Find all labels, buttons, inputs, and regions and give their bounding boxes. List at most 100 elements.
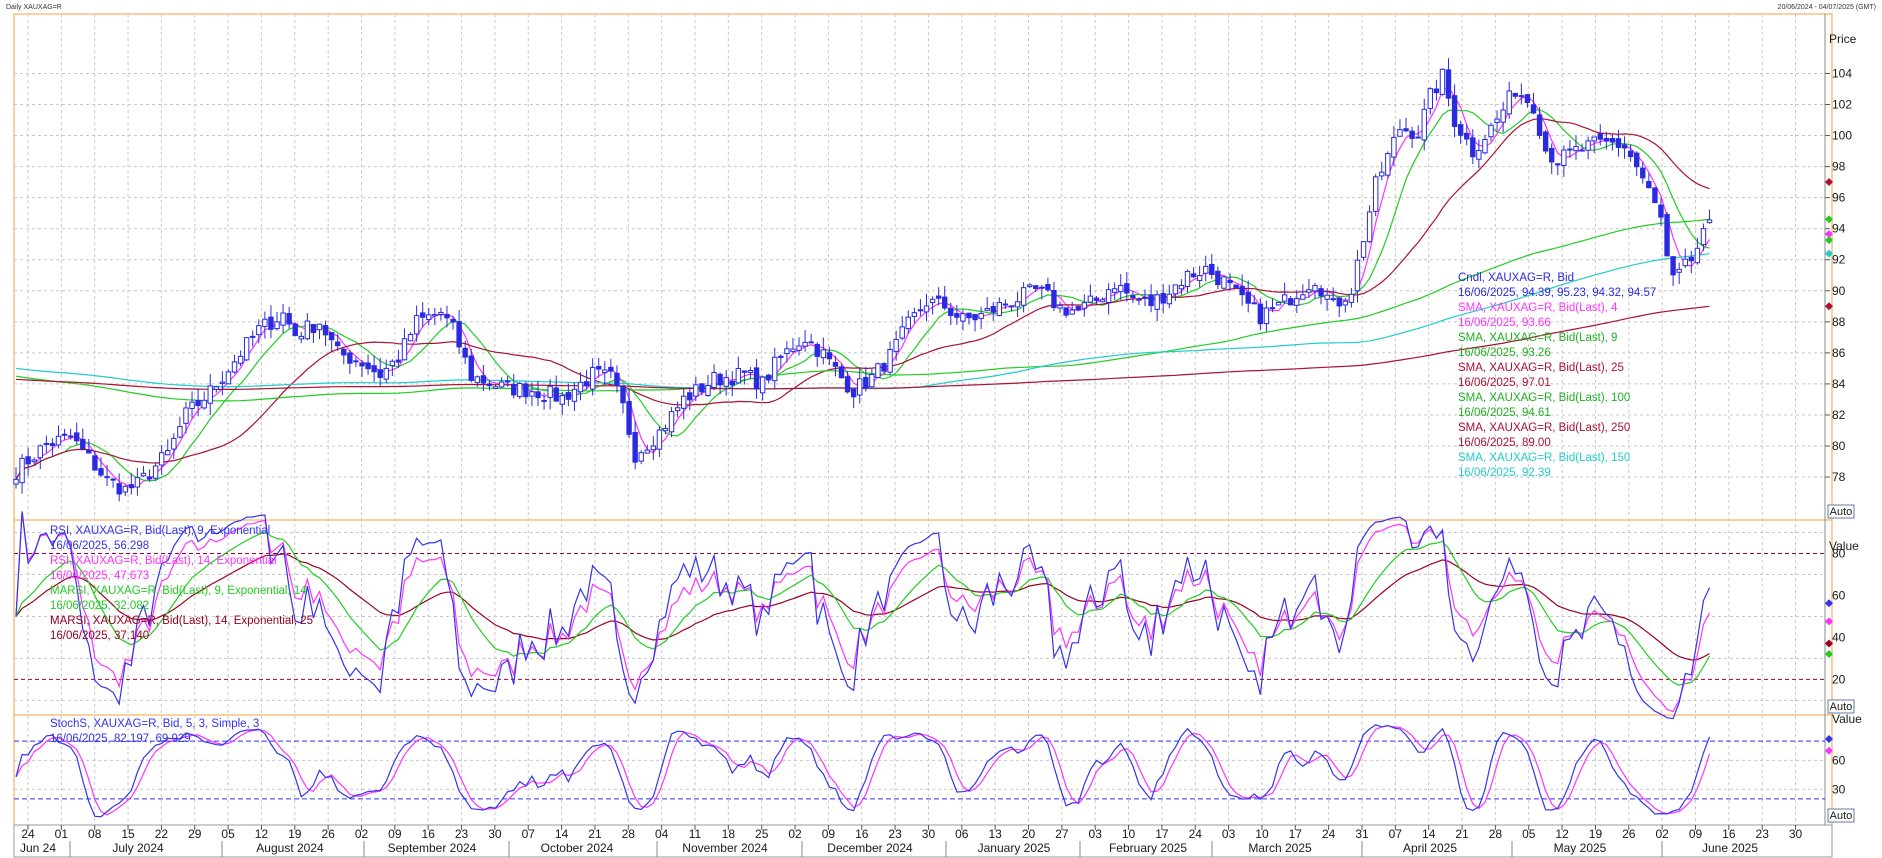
x-day-label: 25 bbox=[755, 827, 769, 841]
x-month-label: June 2025 bbox=[1702, 841, 1758, 855]
candle-body bbox=[911, 312, 918, 317]
x-day-label: 09 bbox=[388, 827, 402, 841]
candle-body bbox=[802, 341, 808, 347]
price-tick-label: 80 bbox=[1832, 439, 1846, 453]
candle-body bbox=[383, 367, 389, 380]
price-legend: Cndl, XAUXAG=R, Bid 16/06/2025, 94.39, 9… bbox=[1458, 272, 1656, 479]
candle-body bbox=[1451, 95, 1458, 127]
candle-body bbox=[1057, 304, 1063, 309]
candle-body bbox=[869, 374, 875, 388]
candle-body bbox=[1306, 289, 1312, 293]
candle-body bbox=[1464, 132, 1470, 140]
candle-body bbox=[626, 401, 632, 435]
legend-sma9-title: SMA, XAUXAG=R, Bid(Last), 9 bbox=[1458, 332, 1617, 344]
candle-body bbox=[1275, 301, 1282, 306]
candle-body bbox=[1427, 88, 1434, 109]
candle-body bbox=[1063, 307, 1069, 316]
candle-body bbox=[456, 321, 462, 348]
candle-body bbox=[201, 399, 207, 409]
candle-body bbox=[335, 341, 341, 347]
candle-body bbox=[984, 308, 990, 311]
candle-body bbox=[735, 367, 742, 384]
x-day-label: 09 bbox=[1689, 827, 1703, 841]
candle-body bbox=[1360, 241, 1367, 258]
candle-body bbox=[1524, 94, 1531, 104]
candle-body bbox=[1142, 296, 1148, 299]
candle-body bbox=[632, 431, 638, 463]
legend-sma25-title: SMA, XAUXAG=R, Bid(Last), 25 bbox=[1458, 362, 1624, 374]
candle-body bbox=[1555, 163, 1561, 166]
candle-body bbox=[1045, 284, 1051, 291]
candle-body bbox=[165, 450, 171, 456]
stoch-legend: StochS, XAUXAG=R, Bid, 5, 3, Simple, 3 1… bbox=[50, 718, 259, 745]
candle-body bbox=[565, 392, 572, 400]
candle-body bbox=[1154, 294, 1160, 310]
legend-stoch-title: StochS, XAUXAG=R, Bid, 5, 3, Simple, 3 bbox=[50, 718, 259, 730]
legend-sma4-value: 16/06/2025, 93.66 bbox=[1458, 317, 1551, 329]
candle-body bbox=[1476, 150, 1482, 160]
x-day-label: 16 bbox=[1722, 827, 1736, 841]
legend-rsi9-value: 16/06/2025, 56.298 bbox=[50, 540, 149, 552]
y-axis-labels: 78 80 82 84 86 88 90 92 94 96 98 100 102 104 20 40 60 80 3… bbox=[1825, 66, 1862, 796]
candle-body bbox=[638, 452, 644, 462]
stochastic-series bbox=[15, 724, 1711, 818]
candle-body bbox=[468, 355, 474, 381]
rsi-auto-label: Auto bbox=[1830, 701, 1853, 713]
candle-body bbox=[128, 484, 135, 489]
price-auto-button[interactable] bbox=[1827, 504, 1855, 519]
candle-body bbox=[322, 325, 329, 336]
candle-body bbox=[620, 385, 626, 404]
candle-body bbox=[644, 449, 650, 454]
candle-body bbox=[195, 399, 201, 407]
x-month-label: March 2025 bbox=[1248, 841, 1312, 855]
window-range: 20/06/2024 - 04/07/2025 (GMT) bbox=[1778, 4, 1876, 11]
candle-body bbox=[1245, 291, 1251, 304]
candle-body bbox=[1706, 219, 1713, 224]
candle-body bbox=[1439, 68, 1446, 95]
stoch-auto-button[interactable] bbox=[1827, 808, 1855, 823]
candle-body bbox=[772, 356, 778, 382]
x-day-label: 15 bbox=[121, 827, 135, 841]
sma150-last-marker bbox=[1825, 249, 1833, 258]
candle-body bbox=[1026, 284, 1033, 288]
price-panel[interactable] bbox=[13, 13, 1833, 521]
candle-body bbox=[1020, 287, 1027, 306]
candle-body bbox=[844, 376, 851, 393]
rsi-14-line bbox=[15, 511, 1711, 713]
candle-body bbox=[1221, 276, 1227, 289]
x-day-label: 16 bbox=[422, 827, 436, 841]
rsi-auto-button[interactable] bbox=[1827, 699, 1855, 714]
candle-body bbox=[158, 452, 165, 466]
x-day-label: 11 bbox=[689, 827, 702, 841]
candle-body bbox=[1105, 289, 1112, 303]
marsi9-last-marker bbox=[1825, 650, 1833, 659]
sma-250-line bbox=[15, 305, 1710, 390]
candle-body bbox=[1676, 268, 1682, 273]
candle-body bbox=[86, 449, 92, 454]
candle-body bbox=[104, 476, 110, 479]
candle-body bbox=[19, 457, 25, 484]
legend-sma100-title: SMA, XAUXAG=R, Bid(Last), 100 bbox=[1458, 392, 1630, 404]
candle-body bbox=[183, 407, 189, 424]
level-lines bbox=[14, 552, 1825, 800]
candle-body bbox=[547, 385, 553, 398]
candle-body bbox=[262, 318, 268, 328]
legend-stoch-value: 16/06/2025, 82.197, 69.929 bbox=[50, 733, 191, 745]
date-axis[interactable] bbox=[13, 824, 1833, 858]
candle-body bbox=[674, 407, 681, 412]
legend-marsi14-value: 16/06/2025, 37.140 bbox=[50, 630, 149, 642]
candle-body bbox=[681, 395, 687, 409]
candle-body bbox=[1397, 129, 1403, 137]
candle-body bbox=[1148, 294, 1154, 307]
candle-body bbox=[1421, 108, 1427, 141]
candle-body bbox=[1312, 284, 1318, 292]
rsi-tick-label: 40 bbox=[1832, 630, 1846, 644]
candle-body bbox=[553, 387, 559, 402]
x-day-label: 30 bbox=[922, 827, 936, 841]
candle-body bbox=[1664, 214, 1670, 257]
price-tick-label: 96 bbox=[1832, 191, 1846, 205]
price-tick-label: 92 bbox=[1832, 253, 1846, 267]
candle-body bbox=[850, 388, 857, 398]
candle-body bbox=[225, 371, 232, 385]
candle-body bbox=[729, 380, 735, 386]
